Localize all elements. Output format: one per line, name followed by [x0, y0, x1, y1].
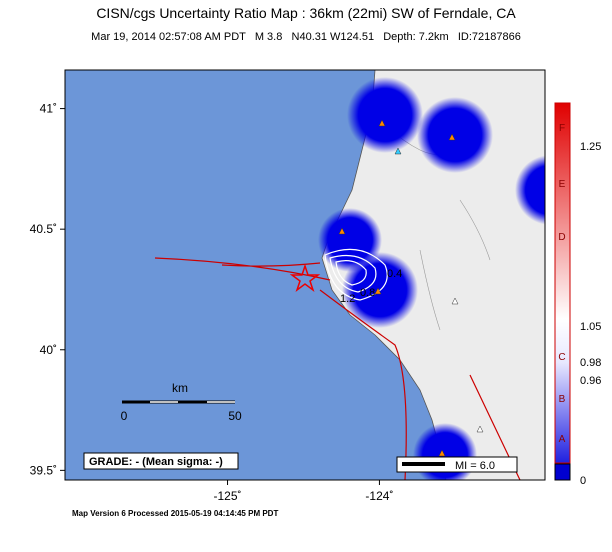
mi-legend-box — [396, 456, 518, 473]
colorbar-letter: B — [559, 394, 566, 405]
contour-label: 0.4 — [387, 268, 402, 280]
epicenter — [289, 263, 321, 293]
mi-legend: MI = 6.0 — [455, 460, 495, 472]
colorbar-letter: F — [559, 123, 565, 134]
contour-label: 0.8 — [360, 287, 375, 299]
scale-label: 50 — [228, 409, 242, 423]
axes: -125˚ -124˚ 41˚ 40.5˚ 40˚ 39.5˚ — [30, 102, 394, 503]
y-tick-label: 40˚ — [40, 343, 57, 357]
map-frame — [64, 69, 546, 481]
land — [321, 70, 545, 480]
footer: Map Version 6 Processed 2015-05-19 04:14… — [72, 509, 278, 518]
scale-label: 0 — [121, 409, 128, 423]
contours — [324, 248, 388, 301]
grade-box — [83, 452, 239, 470]
colorbar-label: 1.25 — [580, 141, 601, 153]
y-tick-label: 39.5˚ — [30, 463, 57, 477]
colorbar-label: 0 — [580, 475, 586, 487]
x-tick-label: -125˚ — [214, 489, 242, 503]
faults — [154, 257, 521, 480]
x-tick-label: -124˚ — [365, 489, 393, 503]
colorbar-base — [554, 463, 571, 481]
subtitle: Mar 19, 2014 02:57:08 AM PDT M 3.8 N40.3… — [91, 31, 521, 43]
colorbar-letter: A — [559, 434, 566, 445]
colorbar-label: 0.98 — [580, 357, 601, 369]
y-tick-label: 40.5˚ — [30, 222, 57, 236]
colorbar-letter: D — [558, 232, 565, 243]
stations — [338, 119, 484, 457]
colorbar-label: 0.96 — [580, 375, 601, 387]
colorbar — [554, 102, 571, 464]
y-tick-label: 41˚ — [40, 102, 57, 116]
contour-label: 1.2 — [340, 293, 355, 305]
colorbar-label: 1.05 — [580, 321, 601, 333]
grade: GRADE: - (Mean sigma: -) — [89, 456, 223, 468]
map-area: 0.4 0.8 1.2 km 0 50 GRADE: - (Mean sigma… — [65, 70, 545, 480]
title: CISN/cgs Uncertainty Ratio Map : 36km (2… — [96, 5, 516, 21]
scale-title: km — [172, 381, 188, 395]
colorbar-letter: E — [559, 179, 566, 190]
colorbar-letter: C — [558, 352, 565, 363]
